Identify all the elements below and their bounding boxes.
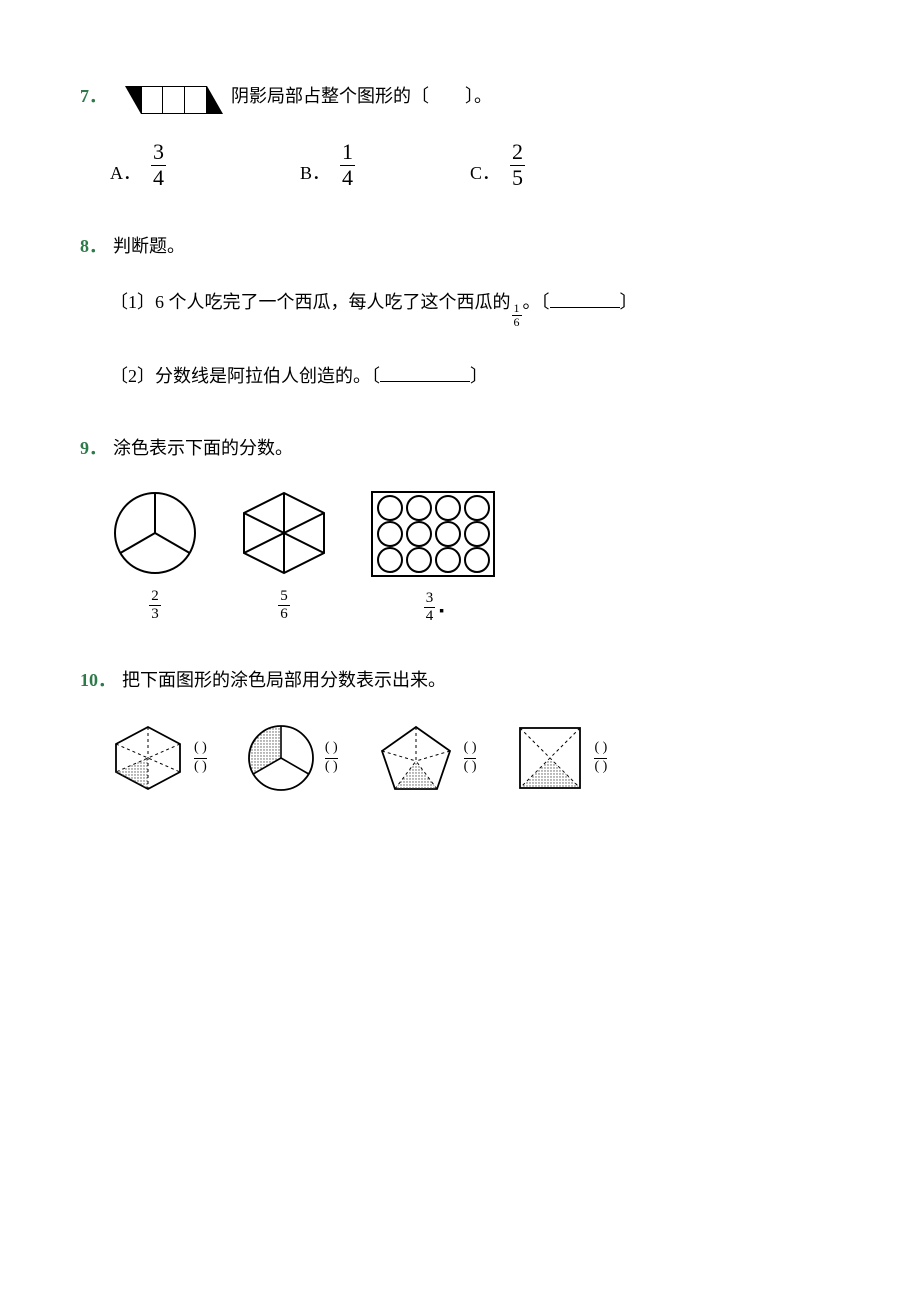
question-9: 9． 涂色表示下面的分数。 2 3 — [80, 432, 840, 624]
q9-head: 9． 涂色表示下面的分数。 — [80, 432, 840, 464]
fraction: 2 5 — [510, 140, 525, 189]
q10-diagrams: ( ) ( ) ( ) ( — [110, 721, 840, 795]
q8-item-1: 〔1〕6 个人吃完了一个西瓜，每人吃了这个西瓜的 1 6 。〔 〕 — [110, 286, 840, 329]
q9-diagram-3: 3 4 ▪ — [368, 488, 498, 624]
q7-cell — [163, 87, 185, 113]
fraction-denominator: 4 — [151, 166, 166, 190]
question-7: 7． 阴影局部占整个图形的〔 〕。 A． 3 4 B． 1 — [80, 80, 840, 190]
fraction-denominator: 3 — [149, 606, 161, 623]
hexagon-6-triangles-icon — [234, 488, 334, 578]
paren-bot: ( ) — [594, 759, 607, 776]
item-text-before: 分数线是阿拉伯人创造的。〔 — [155, 366, 380, 386]
dot-icon: ▪ — [439, 599, 442, 624]
q7-shaded-right-triangle — [207, 86, 223, 114]
q7-option-b: B． 1 4 — [300, 140, 470, 189]
q7-stem: 7． 阴影局部占整个图形的〔 〕。 — [80, 80, 840, 112]
q9-diagram-2: 5 6 — [234, 488, 334, 622]
q7-option-a: A． 3 4 — [110, 140, 300, 189]
fraction: 3 4 — [151, 140, 166, 189]
circle-shaded-icon — [245, 722, 317, 794]
item-text-after: 。〔 — [523, 292, 550, 312]
q8-number: 8． — [80, 236, 107, 256]
rect-grid-circles-icon — [368, 488, 498, 580]
q7-middle-cells — [141, 86, 207, 114]
option-label: C． — [470, 157, 500, 189]
q7-option-c: C． 2 5 — [470, 140, 610, 189]
q7-shape — [125, 86, 223, 114]
q10-title: 把下面图形的涂色局部用分数表示出来。 — [122, 670, 446, 690]
fraction-denominator: 4 — [424, 608, 436, 625]
q8-title: 判断题。 — [113, 236, 185, 256]
q10-number: 10． — [80, 670, 116, 690]
answer-fraction-blank[interactable]: ( ) ( ) — [194, 740, 207, 776]
fraction-numerator: 2 — [149, 588, 161, 605]
square-shaded-icon — [514, 722, 586, 794]
answer-fraction-blank[interactable]: ( ) ( ) — [594, 740, 607, 776]
question-8: 8．判断题。 〔1〕6 个人吃完了一个西瓜，每人吃了这个西瓜的 1 6 。〔〕 … — [80, 230, 840, 392]
fraction-denominator: 6 — [512, 316, 522, 329]
q9-title: 涂色表示下面的分数。 — [113, 438, 293, 458]
q9-diagrams: 2 3 5 6 — [110, 488, 840, 624]
fraction-numerator: 2 — [510, 140, 525, 164]
fraction-denominator: 6 — [278, 606, 290, 623]
q7-options: A． 3 4 B． 1 4 C． 2 5 — [110, 140, 840, 189]
q10-item-4: ( ) ( ) — [514, 722, 607, 794]
item-close: 〕 — [620, 292, 638, 312]
paren-bot: ( ) — [325, 759, 338, 776]
answer-blank[interactable] — [380, 362, 470, 382]
fraction-denominator: 4 — [340, 166, 355, 190]
q7-shaded-left-triangle — [125, 86, 141, 114]
answer-fraction-blank[interactable]: ( ) ( ) — [464, 740, 477, 776]
option-label: B． — [300, 157, 330, 189]
fraction: 3 4 — [424, 590, 436, 624]
fraction-numerator: 1 — [512, 302, 522, 315]
hexagon-shaded-icon — [110, 723, 186, 793]
fraction: 2 3 — [149, 588, 161, 622]
item-label: 〔2〕 — [110, 366, 155, 386]
pentagon-shaded-icon — [376, 721, 456, 795]
q7-cell — [185, 87, 207, 113]
fraction: 1 4 — [340, 140, 355, 189]
fraction: 1 6 — [512, 302, 522, 329]
fraction-denominator: 5 — [510, 166, 525, 190]
fraction-numerator: 3 — [151, 140, 166, 164]
fraction-numerator: 5 — [278, 588, 290, 605]
fraction-numerator: 1 — [340, 140, 355, 164]
q9-number: 9． — [80, 438, 107, 458]
q10-item-2: ( ) ( ) — [245, 722, 338, 794]
paren-bot: ( ) — [464, 759, 477, 776]
item-label: 〔1〕 — [110, 292, 155, 312]
item-close: 〕 — [470, 366, 488, 386]
paren-top: ( ) — [464, 740, 477, 757]
question-10: 10． 把下面图形的涂色局部用分数表示出来。 ( ) ( ) — [80, 664, 840, 794]
paren-top: ( ) — [325, 740, 338, 757]
paren-top: ( ) — [594, 740, 607, 757]
paren-bot: ( ) — [194, 759, 207, 776]
circle-3-parts-icon — [110, 488, 200, 578]
fraction-numerator: 3 — [424, 590, 436, 607]
q10-item-3: ( ) ( ) — [376, 721, 477, 795]
answer-blank[interactable] — [550, 288, 620, 308]
q10-head: 10． 把下面图形的涂色局部用分数表示出来。 — [80, 664, 840, 696]
q7-cell — [141, 87, 163, 113]
q7-text: 阴影局部占整个图形的〔 〕。 — [231, 80, 492, 112]
q10-item-1: ( ) ( ) — [110, 723, 207, 793]
item-text-before: 6 个人吃完了一个西瓜，每人吃了这个西瓜的 — [155, 292, 511, 312]
fraction: 5 6 — [278, 588, 290, 622]
option-label: A． — [110, 157, 141, 189]
q8-head: 8． 判断题。 — [80, 230, 840, 262]
paren-top: ( ) — [194, 740, 207, 757]
q7-number: 7． — [80, 80, 107, 112]
answer-fraction-blank[interactable]: ( ) ( ) — [325, 740, 338, 776]
q8-item-2: 〔2〕分数线是阿拉伯人创造的。〔 〕 — [110, 360, 840, 392]
q9-diagram-1: 2 3 — [110, 488, 200, 622]
